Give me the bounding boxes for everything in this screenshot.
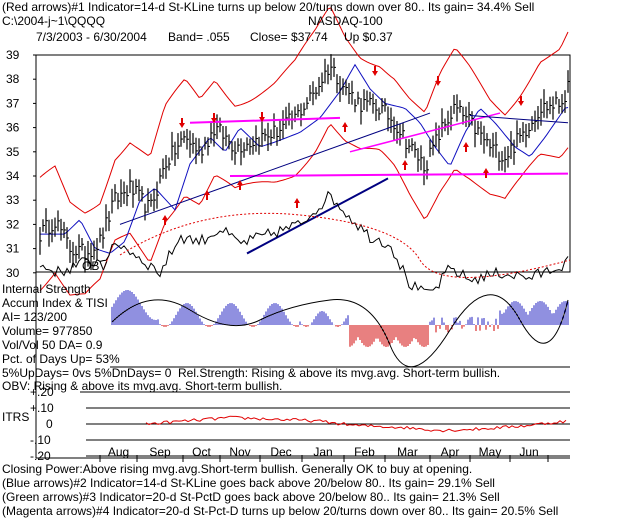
moving-average-line [40,63,569,254]
price-tick-label: 33 [6,193,20,207]
obv-moving-average [119,212,571,278]
itrs-tick-label: +.20 [30,385,54,399]
price-tick-label: 36 [6,121,20,135]
price-tick-label: 39 [6,48,20,62]
signal-arrow-head [259,117,265,122]
accum-moving-average [111,294,569,368]
magenta-trendline [229,172,569,177]
signal-arrow-head [518,101,524,106]
signal-arrow-head [372,71,378,76]
signal-arrow-head [237,180,243,185]
signal-arrow-head [402,160,408,165]
signal-arrow-head [342,122,348,127]
price-tick-label: 38 [6,72,20,86]
itrs-tick-label: 0 [46,417,53,431]
blue-trendline [119,112,431,225]
price-tick-label: 31 [6,242,20,256]
ai-label: AI= 123/200 [2,310,68,324]
itrs-tick-label: -.10 [30,433,51,447]
updays-label: 5%UpDays= 0vs 5%DnDays= 0 [2,366,172,380]
month-label: Apr [441,445,460,459]
month-label: Sep [149,445,171,459]
close-value: Close= $37.74 [250,30,328,44]
magenta-trendline [349,112,501,153]
month-label: Aug [108,445,129,459]
internal-strength-label: Internal Strength [2,282,91,296]
itrs-tick-label: +.10 [30,401,54,415]
closing-power-status: Closing Power:Above rising mvg.avg.Short… [2,462,473,476]
month-label: Feb [354,445,375,459]
lower-band-line [39,123,569,296]
obv-status: OBV: Rising & above its mvg.avg. Short-t… [2,379,283,393]
signal-arrow-head [162,215,168,220]
band-value: Band= .055 [168,30,230,44]
magenta-arrows-legend: (Magenta arrows)#4 Indicator=20-d St-Pct… [2,504,559,518]
signal-arrow-head [294,198,300,203]
signal-arrow-head [204,190,210,195]
itrs-line [145,415,567,433]
signal-arrow-head [435,81,441,86]
vol-ratio-label: Vol/Vol 50 DA= 0.9 [2,338,103,352]
magenta-trendline [189,116,341,124]
blue-arrows-legend: (Blue arrows)#2 Indicator=14-d St-KLine … [2,476,495,490]
green-arrows-legend: (Green arrows)#3 Indicator=20-d St-PctD … [2,490,500,504]
month-label: Oct [192,445,211,459]
month-label: Dec [270,445,291,459]
obv-label: OBV [82,259,108,273]
month-label: Mar [397,445,418,459]
date-range: 7/3/2003 - 6/30/2004 [36,30,147,44]
month-label: Jun [519,445,538,459]
signal-arrow-head [211,118,217,123]
price-panel-frame [35,54,571,273]
file-path: C:\2004-j~1\QQQQ [2,14,106,28]
price-tick-label: 34 [6,169,20,183]
itrs-tick-label: -.20 [30,449,51,463]
itrs-label: ITRS [2,410,30,424]
blue-trendline [469,115,569,124]
obv-line [39,190,569,292]
chart-title: NASDAQ-100 [308,14,383,28]
signal-arrow-head [179,123,185,128]
signal-arrow-head [463,142,469,147]
price-tick-label: 30 [6,266,20,280]
red-arrows-legend: (Red arrows)#1 Indicator=14-d St-KLine t… [2,0,535,14]
price-tick-label: 37 [6,96,20,110]
price-tick-label: 32 [6,217,20,231]
volume-label: Volume= 977850 [2,324,93,338]
up-value: Up $0.37 [344,30,393,44]
month-label: Jan [313,445,332,459]
upper-band-line [39,7,569,214]
price-tick-label: 35 [6,145,20,159]
month-label: May [479,445,502,459]
signal-arrow-head [483,168,489,173]
month-label: Nov [229,445,250,459]
pct-days-up-label: Pct. of Days Up= 53% [2,352,120,366]
rel-strength-status: Rel.Strength: Rising & above its mvg.avg… [178,366,501,380]
accum-label: Accum Index & TISI [2,296,108,310]
blue-trendline [246,177,389,255]
